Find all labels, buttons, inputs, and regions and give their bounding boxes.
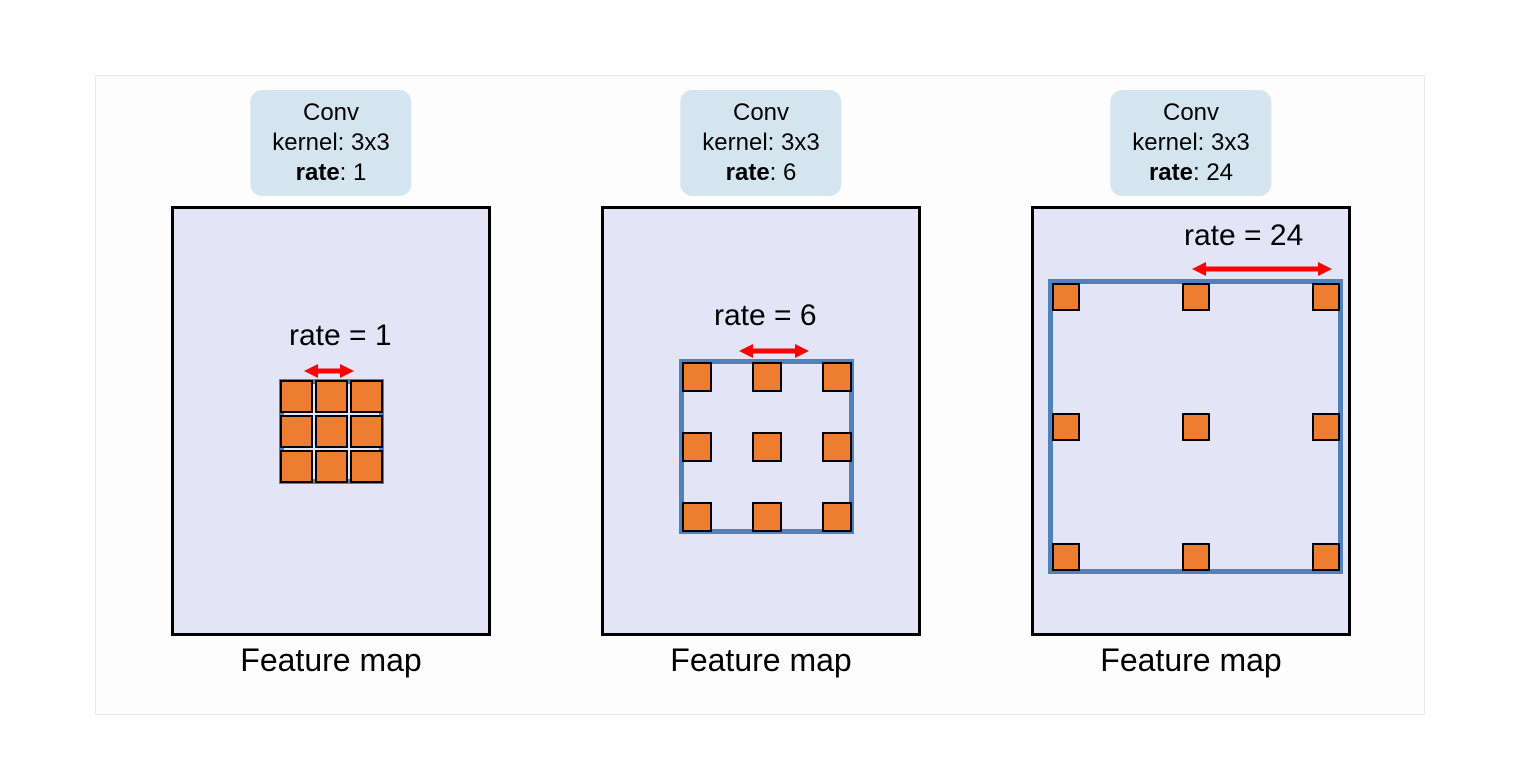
panel-rate-1: Conv kernel: 3x3 rate: 1 rate = 1 Featur… (141, 76, 521, 676)
kernel-cell (752, 362, 782, 392)
kernel-cell (315, 450, 348, 483)
conv-label: Conv kernel: 3x3 rate: 6 (680, 90, 841, 196)
kernel-cell (1312, 543, 1340, 571)
kernel-cell (1312, 413, 1340, 441)
conv-line2: kernel: 3x3 (1132, 128, 1249, 158)
kernel-cell (752, 502, 782, 532)
rate-text: rate = 24 (1184, 219, 1303, 253)
conv-label: Conv kernel: 3x3 rate: 1 (250, 90, 411, 196)
kernel-cell (280, 450, 313, 483)
kernel-cell (1052, 413, 1080, 441)
feature-map-box: rate = 6 (601, 206, 921, 636)
feature-map-box: rate = 1 (171, 206, 491, 636)
conv-label: Conv kernel: 3x3 rate: 24 (1110, 90, 1271, 196)
kernel-cell (1182, 543, 1210, 571)
kernel-cell (1182, 413, 1210, 441)
feature-map-box: rate = 24 (1031, 206, 1351, 636)
kernel-cell (280, 380, 313, 413)
rate-text: rate = 1 (289, 319, 392, 353)
kernel-cell (315, 380, 348, 413)
kernel-cell (1182, 283, 1210, 311)
kernel-cell (682, 362, 712, 392)
kernel-cell (1052, 283, 1080, 311)
rate-text: rate = 6 (714, 299, 817, 333)
kernel-outline (679, 359, 854, 534)
panel-rate-6: Conv kernel: 3x3 rate: 6 rate = 6 Featur… (571, 76, 951, 676)
conv-line2: kernel: 3x3 (702, 128, 819, 158)
kernel-cell (1052, 543, 1080, 571)
conv-line1: Conv (702, 98, 819, 128)
kernel-outline (1048, 279, 1343, 574)
conv-line2: kernel: 3x3 (272, 128, 389, 158)
conv-line3: rate: 24 (1132, 158, 1249, 188)
kernel-cell (682, 432, 712, 462)
feature-caption: Feature map (141, 642, 521, 679)
conv-line1: Conv (1132, 98, 1249, 128)
kernel-cell (822, 432, 852, 462)
kernel-cell (822, 502, 852, 532)
kernel-cell (1312, 283, 1340, 311)
rate-arrow (1192, 259, 1332, 279)
conv-line3: rate: 1 (272, 158, 389, 188)
rate-arrow (304, 361, 354, 381)
kernel-cell (350, 380, 383, 413)
rate-arrow (739, 341, 809, 361)
panel-rate-24: Conv kernel: 3x3 rate: 24 rate = 24 Feat… (1001, 76, 1381, 676)
kernel-cell (682, 502, 712, 532)
kernel-cell (752, 432, 782, 462)
kernel-cell (280, 415, 313, 448)
kernel-cell (350, 415, 383, 448)
conv-line1: Conv (272, 98, 389, 128)
conv-line3: rate: 6 (702, 158, 819, 188)
feature-caption: Feature map (1001, 642, 1381, 679)
kernel-cell (822, 362, 852, 392)
kernel-cell (315, 415, 348, 448)
feature-caption: Feature map (571, 642, 951, 679)
diagram-canvas: Conv kernel: 3x3 rate: 1 rate = 1 Featur… (95, 75, 1425, 715)
kernel-outline (279, 379, 384, 484)
kernel-cell (350, 450, 383, 483)
